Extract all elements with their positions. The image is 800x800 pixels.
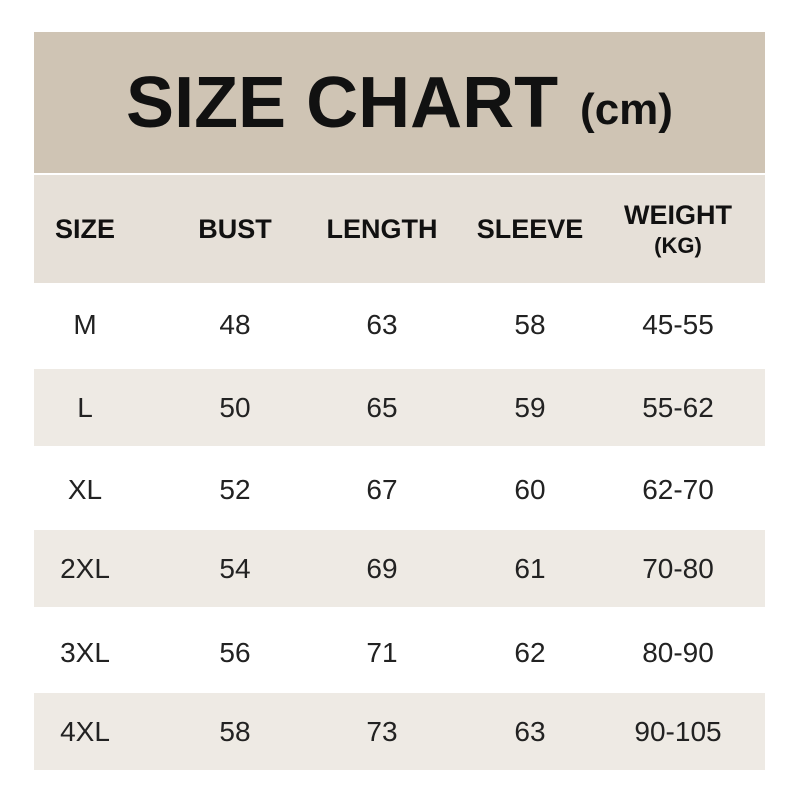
cell-bust: 50 xyxy=(219,391,251,423)
cell-length: 73 xyxy=(366,715,398,747)
cell-bust: 56 xyxy=(219,636,251,668)
cell-bust: 52 xyxy=(219,473,251,505)
cell-size: 4XL xyxy=(60,715,110,747)
cell-length: 71 xyxy=(366,636,398,668)
cell-sleeve: 59 xyxy=(514,391,546,423)
cell-bust: 58 xyxy=(219,715,251,747)
cell-sleeve: 58 xyxy=(514,308,546,340)
header-weight-unit: (KG) xyxy=(654,232,702,258)
cell-weight: 90-105 xyxy=(634,715,722,747)
header-weight: WEIGHT (KG) xyxy=(603,175,753,283)
cell-size: XL xyxy=(67,473,103,505)
cell-length: 63 xyxy=(366,308,398,340)
size-chart-title: SIZE CHART (cm) xyxy=(34,32,765,173)
cell-weight: 80-90 xyxy=(642,636,714,668)
header-sleeve: SLEEVE xyxy=(476,213,584,244)
cell-size: M xyxy=(73,308,97,340)
cell-sleeve: 63 xyxy=(514,715,546,747)
cell-bust: 54 xyxy=(219,552,251,584)
title-unit: (cm) xyxy=(580,84,673,134)
cell-sleeve: 62 xyxy=(514,636,546,668)
title-text: SIZE CHART xyxy=(126,62,559,143)
cell-size: 3XL xyxy=(60,636,110,668)
cell-sleeve: 60 xyxy=(514,473,546,505)
cell-size: L xyxy=(77,391,93,423)
cell-weight: 62-70 xyxy=(642,473,714,505)
table-row: 2XL 54 69 61 70-80 xyxy=(34,530,765,607)
table-row: M 48 63 58 45-55 xyxy=(34,286,765,363)
header-size: SIZE xyxy=(54,213,115,244)
cell-sleeve: 61 xyxy=(514,552,546,584)
cell-length: 69 xyxy=(366,552,398,584)
cell-bust: 48 xyxy=(219,308,251,340)
header-weight-label: WEIGHT xyxy=(624,199,732,230)
cell-weight: 45-55 xyxy=(642,308,714,340)
header-length: LENGTH xyxy=(326,213,438,244)
table-row: XL 52 67 60 62-70 xyxy=(34,451,765,528)
table-row: L 50 65 59 55-62 xyxy=(34,369,765,446)
cell-length: 67 xyxy=(366,473,398,505)
cell-weight: 55-62 xyxy=(642,391,714,423)
header-bust: BUST xyxy=(198,213,272,244)
table-header: SIZE BUST LENGTH SLEEVE WEIGHT (KG) xyxy=(34,175,765,283)
cell-weight: 70-80 xyxy=(642,552,714,584)
cell-length: 65 xyxy=(366,391,398,423)
table-row: 4XL 58 73 63 90-105 xyxy=(34,693,765,770)
cell-size: 2XL xyxy=(60,552,110,584)
table-row: 3XL 56 71 62 80-90 xyxy=(34,614,765,691)
